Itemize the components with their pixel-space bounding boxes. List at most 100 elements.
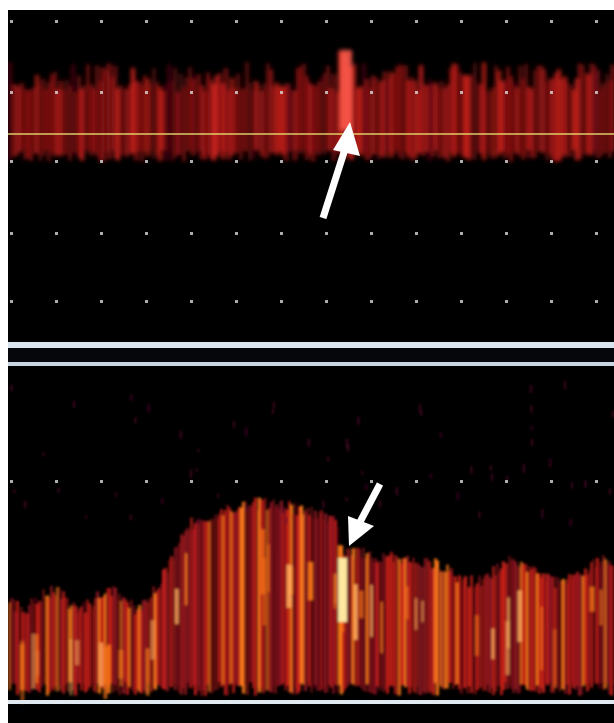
upper-signal-column <box>131 67 135 154</box>
upper-signal-column <box>29 89 33 161</box>
lower-signal-column <box>308 514 311 687</box>
upper-signal-column <box>203 90 207 160</box>
lower-signal-column <box>364 558 367 692</box>
lower-signal-column <box>304 510 307 692</box>
marker-dot <box>370 300 373 303</box>
lower-signal-column <box>220 509 223 688</box>
lower-signal-streak <box>414 598 418 630</box>
upper-signal-column <box>491 87 495 159</box>
lower-signal-column <box>108 588 111 688</box>
lower-signal-column <box>424 558 427 694</box>
upper-signal-column <box>386 79 390 152</box>
marker-dot <box>10 91 13 94</box>
lower-signal-column <box>134 614 137 695</box>
lower-signal-column <box>242 501 245 694</box>
lower-signal-column <box>594 566 597 683</box>
upper-signal-column <box>161 90 165 151</box>
lower-signal-column <box>462 579 465 689</box>
lower-signal-streak <box>31 633 36 689</box>
lower-signal-column <box>450 568 453 683</box>
marker-dot <box>235 232 238 235</box>
lower-signal-column <box>122 597 125 694</box>
marker-dot <box>190 20 193 23</box>
lower-signal-column <box>532 566 535 691</box>
noise-speck <box>57 487 60 493</box>
lower-signal-column <box>90 608 93 683</box>
lower-signal-column <box>586 574 589 692</box>
lower-signal-column <box>28 604 31 693</box>
upper-signal-column <box>422 83 426 157</box>
lower-signal-column <box>140 610 143 694</box>
marker-dot <box>280 20 283 23</box>
lower-signal-column <box>208 521 211 692</box>
lower-signal-column <box>266 510 269 691</box>
upper-signal-column <box>158 86 162 161</box>
noise-speck <box>361 471 364 475</box>
upper-signal-column <box>599 88 603 157</box>
lower-signal-column <box>362 547 365 691</box>
lower-signal-column <box>504 564 507 683</box>
lower-signal-column <box>254 497 257 696</box>
lower-signal-streak <box>260 529 266 595</box>
upper-signal-column <box>101 67 105 162</box>
upper-signal-column <box>512 81 516 152</box>
noise-speck <box>217 493 220 498</box>
lower-signal-column <box>522 564 525 685</box>
noise-speck <box>134 417 137 424</box>
noise-speck <box>611 411 614 418</box>
lower-signal-streak <box>103 647 108 699</box>
lower-baseline <box>8 700 614 704</box>
lower-signal-column <box>60 598 63 691</box>
upper-signal-column <box>176 91 180 156</box>
lower-signal-column <box>436 560 439 696</box>
upper-signal-column <box>509 75 513 162</box>
panel-separator-top <box>8 342 614 348</box>
lower-signal-column <box>538 573 541 694</box>
marker-dot <box>100 232 103 235</box>
upper-signal-column <box>359 86 363 156</box>
upper-signal-column <box>473 62 477 161</box>
upper-signal-column <box>86 64 90 151</box>
upper-signal-column <box>497 70 501 155</box>
lower-signal-column <box>328 515 331 685</box>
noise-speck <box>563 380 566 390</box>
noise-speck <box>129 514 132 521</box>
lower-signal-streak <box>308 562 313 601</box>
upper-signal-column <box>119 84 123 156</box>
lower-signal-column <box>306 507 309 683</box>
noise-speck <box>420 410 423 416</box>
lower-signal-streak <box>517 590 522 642</box>
lower-signal-column <box>12 599 15 683</box>
noise-speck <box>114 492 117 497</box>
marker-dot <box>235 20 238 23</box>
lower-signal-column <box>580 574 583 695</box>
lower-signal-column <box>592 558 595 685</box>
upper-signal-column <box>140 85 144 162</box>
marker-dot <box>55 232 58 235</box>
noise-speck <box>478 511 481 519</box>
lower-signal-column <box>480 585 483 688</box>
lower-signal-column <box>248 504 251 683</box>
noise-speck <box>530 426 533 431</box>
lower-signal-column <box>280 500 283 685</box>
marker-dot <box>595 20 598 23</box>
upper-signal-column <box>107 63 111 160</box>
marker-dot <box>145 480 148 483</box>
upper-signal-column <box>59 81 63 157</box>
upper-signal-peak <box>340 50 352 130</box>
lower-signal-column <box>182 535 185 689</box>
upper-signal-column <box>185 77 189 152</box>
lower-signal-column <box>24 612 27 690</box>
lower-signal-column <box>10 598 13 685</box>
marker-dot <box>370 480 373 483</box>
upper-signal-column <box>50 74 54 154</box>
noise-speck <box>569 519 572 526</box>
lower-signal-column <box>468 586 471 687</box>
upper-signal-column <box>542 69 546 153</box>
upper-signal-column <box>476 81 480 153</box>
noise-speck <box>347 444 350 452</box>
lower-signal-column <box>376 562 379 687</box>
upper-signal-column <box>560 79 564 158</box>
lower-signal-streak <box>69 639 73 696</box>
marker-dot <box>190 160 193 163</box>
